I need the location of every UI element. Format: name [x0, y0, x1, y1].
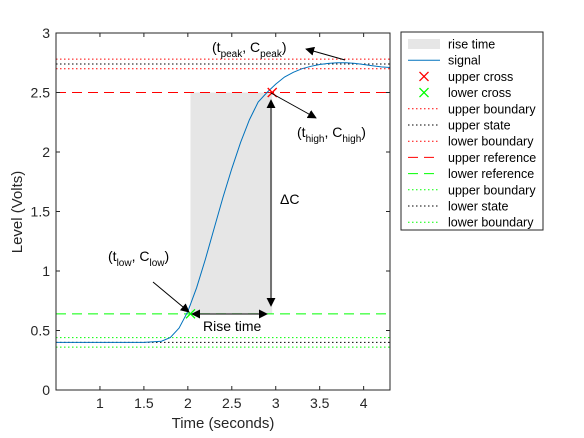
x-tick-label: 2.5 [222, 395, 242, 411]
legend: rise time signal upper cross lower cross upp… [400, 31, 544, 231]
legend-label: lower boundary [448, 135, 534, 149]
y-tick-label: 1.5 [31, 204, 51, 220]
legend-label: upper reference [448, 151, 536, 165]
low-t-subscript: low [117, 258, 133, 269]
peak-annotation: (tpeak, Cpeak) [212, 39, 287, 60]
high-arrow [270, 92, 317, 119]
legend-label: upper boundary [448, 183, 536, 197]
y-tick-label: 2 [42, 144, 50, 160]
x-tick-label: 4 [360, 395, 368, 411]
y-tick-label: 1 [42, 263, 50, 279]
x-tick-label: 3 [272, 395, 280, 411]
x-tick-label: 1.5 [134, 395, 154, 411]
x-tick-label: 3.5 [310, 395, 330, 411]
low-annotation: (tlow, Clow) [108, 248, 169, 269]
x-tick-label: 2 [184, 395, 192, 411]
legend-label: signal [448, 54, 481, 68]
legend-item-rise-time: rise time [408, 38, 495, 52]
peak-t-subscript: peak [221, 49, 244, 60]
delta-c-label: ΔC [280, 191, 299, 207]
low-close: ) [164, 248, 169, 264]
peak-arrow [305, 46, 346, 61]
upper-cross-marker-stroke-b [267, 87, 278, 98]
y-tick-label: 0.5 [31, 323, 51, 339]
legend-label: upper boundary [448, 102, 536, 116]
low-arrow [152, 281, 190, 313]
legend-item-upper-boundary: upper boundary [408, 183, 536, 197]
y-axis-label: Level (Volts) [9, 171, 26, 254]
legend-item-upper-reference: upper reference [408, 151, 536, 165]
y-axis: 0 0.5 1 1.5 2 2.5 3 [31, 25, 390, 398]
high-t-subscript: high [306, 134, 325, 145]
legend-item-lower-boundary: lower boundary [408, 216, 534, 230]
peak-close: ) [282, 39, 287, 55]
high-separator: , C [324, 124, 342, 140]
legend-swatch [419, 71, 429, 82]
legend-label: lower boundary [448, 216, 534, 230]
x-axis: 1 1.5 2 2.5 3 3.5 4 [96, 33, 368, 411]
high-annotation: (thigh, Chigh) [297, 124, 366, 145]
y-tick-label: 3 [42, 25, 50, 41]
high-c-subscript: high [342, 134, 361, 145]
low-c-subscript: low [149, 258, 165, 269]
legend-label: upper state [448, 119, 511, 133]
legend-swatch [419, 87, 429, 98]
legend-item-upper-boundary: upper boundary [408, 102, 536, 116]
rise-time-region [190, 92, 273, 314]
y-tick-label: 0 [42, 382, 50, 398]
legend-label: upper cross [448, 70, 513, 84]
low-separator: , C [132, 248, 150, 264]
peak-separator: , C [242, 39, 260, 55]
x-tick-label: 1 [96, 395, 104, 411]
legend-item-signal: signal [408, 54, 481, 68]
legend-item-lower-reference: lower reference [408, 167, 534, 181]
legend-item-upper-cross: upper cross [419, 70, 513, 84]
legend-label: rise time [448, 38, 495, 52]
signal-line [56, 62, 391, 343]
legend-label: lower reference [448, 167, 534, 181]
legend-swatch [408, 39, 440, 49]
legend-label: lower cross [448, 86, 511, 100]
rise-time-label: Rise time [203, 318, 262, 334]
y-tick-label: 2.5 [31, 85, 51, 101]
legend-item-upper-state: upper state [408, 119, 511, 133]
legend-box [400, 31, 544, 231]
legend-label: lower state [448, 200, 508, 214]
plot-area [56, 58, 391, 348]
legend-item-lower-state: lower state [408, 200, 508, 214]
high-close: ) [361, 124, 366, 140]
peak-c-subscript: peak [260, 49, 283, 60]
x-axis-label: Time (seconds) [172, 415, 275, 432]
legend-item-lower-cross: lower cross [419, 86, 511, 100]
legend-item-lower-boundary: lower boundary [408, 135, 534, 149]
